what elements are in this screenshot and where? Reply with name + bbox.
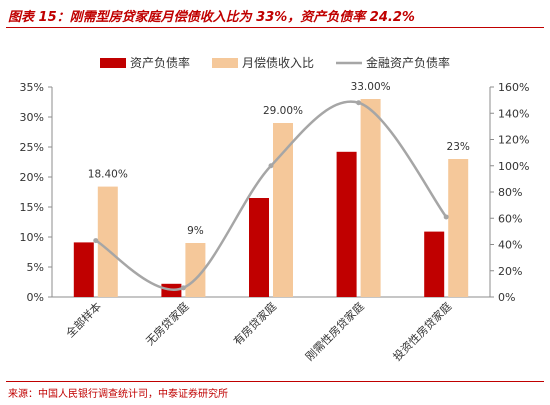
- bar-0-4: [424, 231, 445, 297]
- y-left-tick-label: 30%: [20, 111, 44, 124]
- legend-swatch-0: [100, 58, 126, 68]
- source-rule: [6, 381, 544, 382]
- bar-1-3: [360, 99, 381, 297]
- y-right-tick-label: 100%: [498, 160, 529, 173]
- line-series-0: [95, 100, 448, 291]
- legend-label-2: 金融资产负债率: [366, 55, 450, 70]
- y-left-tick-label: 25%: [20, 141, 44, 154]
- category-label: 有房贷家庭: [230, 299, 279, 348]
- y-left-tick-label: 35%: [20, 81, 44, 94]
- axes: 0% 5% 10% 15% 20% 25% 30% 35% 0% 20% 40% 60% 80% 100%…: [20, 81, 530, 304]
- line-point-2: [268, 163, 274, 169]
- bar-0-0: [73, 242, 94, 297]
- y-right-tick-label: 160%: [498, 81, 529, 94]
- legend-swatch-1: [212, 58, 238, 68]
- data-label: 29.00%: [263, 105, 303, 117]
- chart: 资产负债率 月偿债收入比 金融资产负债率 0% 5% 10% 15% 20% 25% 30% 35…: [20, 55, 530, 364]
- title-rule: [6, 27, 544, 28]
- data-label: 18.40%: [88, 169, 128, 181]
- legend-label-0: 资产负债率: [130, 55, 190, 70]
- legend: 资产负债率 月偿债收入比 金融资产负债率: [100, 55, 450, 70]
- line-point-3: [356, 100, 362, 106]
- data-label: 33.00%: [351, 81, 391, 93]
- category-labels: 全部样本 无房贷家庭 有房贷家庭 刚需性房贷家庭 投资性房贷家庭: [63, 299, 454, 363]
- bar-1-0: [97, 186, 118, 297]
- y-right-tick-label: 140%: [498, 107, 529, 120]
- y-right-tick-label: 40%: [498, 239, 522, 252]
- chart-marks: [73, 99, 469, 297]
- y-right-tick-label: 20%: [498, 265, 522, 278]
- category-label: 无房贷家庭: [143, 299, 192, 348]
- y-left-tick-label: 5%: [27, 261, 44, 274]
- data-labels: 18.40% 9% 29.00% 33.00% 23%: [88, 81, 470, 237]
- y-left-tick-label: 15%: [20, 201, 44, 214]
- line-point-0: [93, 238, 99, 244]
- y-right-tick-label: 60%: [498, 212, 522, 225]
- data-label: 9%: [187, 225, 204, 237]
- y-right-tick-label: 80%: [498, 186, 522, 199]
- bar-1-4: [448, 159, 469, 297]
- bar-1-2: [273, 123, 293, 297]
- y-right-tick-label: 120%: [498, 134, 529, 147]
- line-point-1: [180, 285, 186, 291]
- y-right-tick-label: 0%: [498, 291, 515, 304]
- legend-label-1: 月偿债收入比: [242, 55, 314, 70]
- category-label: 全部样本: [63, 299, 104, 340]
- bar-0-2: [249, 198, 269, 297]
- data-label: 23%: [447, 141, 470, 153]
- line-point-4: [443, 214, 449, 220]
- y-left-tick-label: 0%: [27, 291, 44, 304]
- y-left-tick-label: 10%: [20, 231, 44, 244]
- y-left-tick-label: 20%: [20, 171, 44, 184]
- source-note: 来源：中国人民银行调查统计司，中泰证券研究所: [8, 389, 228, 400]
- bar-0-3: [336, 151, 357, 297]
- chart-title: 图表 15：刚需型房贷家庭月偿债收入比为 33%，资产负债率 24.2%: [8, 10, 415, 25]
- category-label: 投资性房贷家庭: [390, 299, 454, 363]
- category-label: 刚需性房贷家庭: [302, 299, 366, 363]
